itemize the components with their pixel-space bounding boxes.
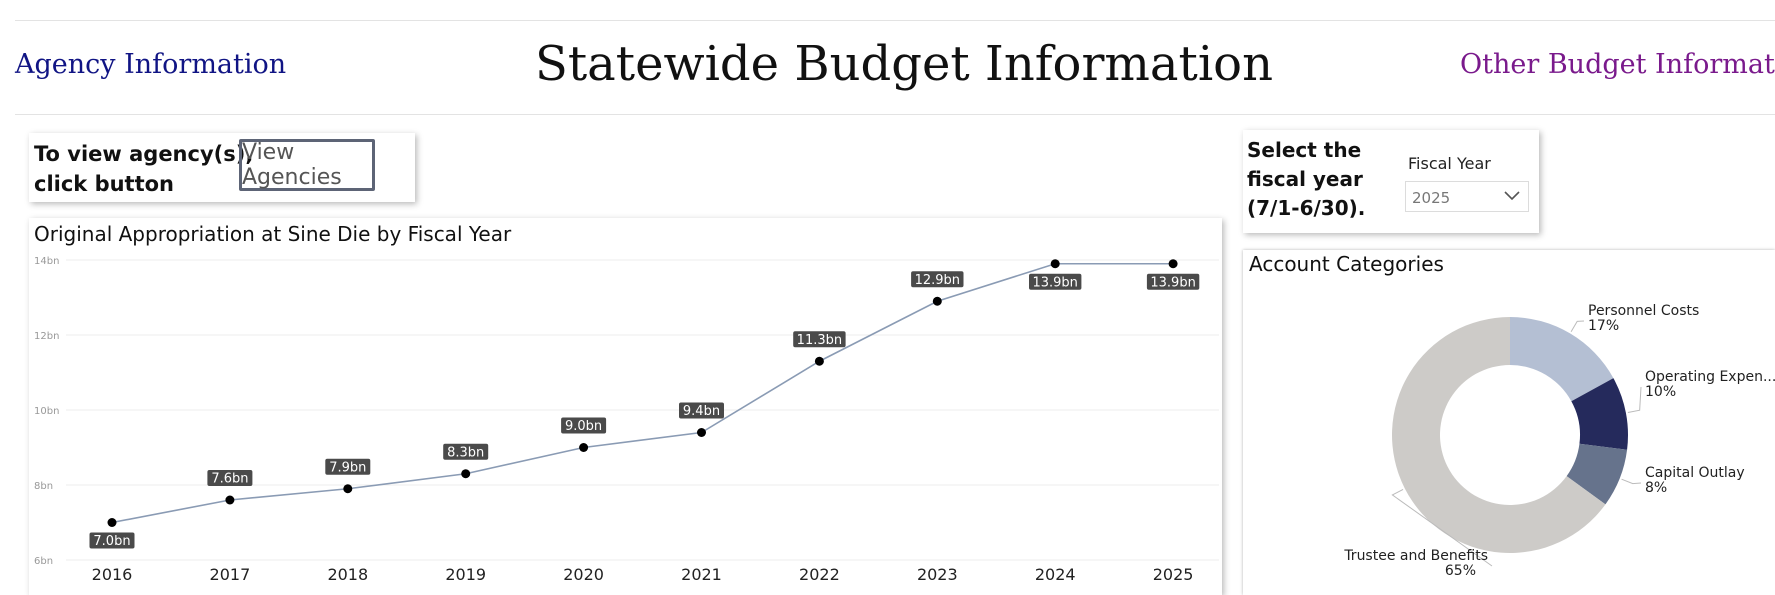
data-label-background	[443, 443, 489, 460]
y-tick-label: 14bn	[34, 256, 59, 267]
data-label-background	[679, 402, 724, 419]
data-point	[461, 469, 471, 479]
other-budget-information-link[interactable]: Other Budget Informatio	[1460, 49, 1775, 80]
data-point	[579, 443, 589, 452]
leader-line	[1621, 478, 1642, 485]
instruction-line: (7/1-6/30).	[1247, 196, 1366, 220]
data-point	[1168, 259, 1178, 269]
data-label-background	[1029, 273, 1082, 290]
view-agencies-card: To view agency(s), click button View Age…	[29, 133, 415, 202]
donut-slice	[1571, 378, 1628, 450]
top-divider	[15, 20, 1775, 21]
slice-name-label: Capital Outlay	[1645, 465, 1745, 481]
x-tick-label: 2025	[1153, 565, 1194, 584]
chart-title: Original Appropriation at Sine Die by Fi…	[34, 222, 512, 246]
x-tick-label: 2023	[917, 565, 958, 584]
data-label: 9.4bn	[683, 404, 720, 419]
x-tick-label: 2021	[681, 565, 722, 584]
data-label: 13.9bn	[1032, 275, 1077, 290]
x-tick-label: 2017	[210, 565, 251, 584]
instruction-line: To view agency(s),	[34, 142, 254, 166]
y-tick-label: 8bn	[34, 481, 53, 492]
data-label: 7.9bn	[329, 460, 366, 475]
fiscal-year-instruction: Select the fiscal year (7/1-6/30).	[1247, 136, 1365, 223]
data-label-background	[793, 331, 846, 348]
chevron-down-icon	[1504, 191, 1520, 201]
instruction-line: fiscal year	[1247, 167, 1363, 191]
data-label: 13.9bn	[1150, 275, 1195, 290]
data-label: 11.3bn	[797, 333, 842, 348]
slice-percent-label: 10%	[1645, 384, 1676, 400]
x-tick-label: 2016	[92, 565, 133, 584]
data-point	[107, 518, 117, 527]
x-tick-label: 2024	[1035, 565, 1076, 584]
data-label-background	[561, 417, 607, 434]
slice-percent-label: 17%	[1588, 318, 1619, 334]
donut-slice	[1510, 317, 1614, 402]
line-chart-svg: 6bn 8bn 10bn 12bn 14bn 7.0bn 7.6bn 7.9bn 8.3bn 9.…	[34, 256, 1219, 584]
view-agencies-button[interactable]: View Agencies	[239, 139, 375, 191]
instruction-line: Select the	[1247, 138, 1362, 162]
data-label-background	[1146, 273, 1200, 290]
data-label: 7.6bn	[211, 472, 248, 487]
slice-name-label: Operating Expen...	[1645, 369, 1775, 385]
y-tick-label: 10bn	[34, 406, 59, 417]
donut-slice	[1566, 443, 1628, 505]
slice-name-label: Trustee and Benefits	[1343, 548, 1488, 564]
slice-name-label: Personnel Costs	[1588, 303, 1699, 319]
fiscal-year-label: Fiscal Year	[1408, 154, 1491, 173]
data-label: 7.0bn	[93, 534, 130, 549]
data-point	[697, 428, 706, 437]
data-point	[225, 495, 235, 505]
y-tick-label: 6bn	[34, 556, 53, 567]
x-tick-label: 2018	[327, 565, 368, 584]
data-point	[343, 484, 353, 494]
data-label-background	[207, 470, 253, 486]
donut-slice	[1392, 317, 1606, 553]
data-point	[1050, 259, 1060, 269]
data-label-background	[89, 532, 135, 549]
account-categories-card: Account Categories Personnel Costs 17% Ope…	[1243, 250, 1775, 595]
header-divider	[15, 114, 1775, 115]
data-label: 9.0bn	[565, 419, 602, 434]
x-tick-label: 2019	[445, 565, 486, 584]
y-tick-label: 12bn	[34, 331, 59, 342]
leader-line	[1391, 489, 1493, 567]
data-label-background	[911, 271, 964, 288]
data-label: 12.9bn	[915, 273, 960, 288]
leader-line	[1570, 320, 1585, 332]
fiscal-year-dropdown[interactable]: 2025	[1405, 181, 1529, 212]
slice-percent-label: 65%	[1445, 563, 1476, 579]
leader-line	[1627, 386, 1642, 414]
x-tick-label: 2022	[799, 565, 840, 584]
appropriation-line-chart: Original Appropriation at Sine Die by Fi…	[29, 218, 1222, 595]
data-point	[932, 296, 942, 306]
donut-chart-title: Account Categories	[1249, 252, 1444, 276]
instruction-line: click button	[34, 172, 175, 196]
page-title: Statewide Budget Information	[535, 36, 1273, 92]
data-point	[814, 356, 824, 366]
view-agencies-instruction: To view agency(s), click button	[34, 139, 253, 199]
data-label-background	[325, 458, 371, 475]
data-label: 8.3bn	[447, 445, 484, 460]
agency-information-link[interactable]: Agency Information	[15, 49, 287, 80]
series-line	[111, 262, 1174, 524]
slice-percent-label: 8%	[1645, 480, 1667, 496]
fiscal-year-card: Select the fiscal year (7/1-6/30). Fisca…	[1243, 130, 1539, 233]
fiscal-year-selected-value: 2025	[1412, 189, 1451, 207]
x-tick-label: 2020	[563, 565, 604, 584]
